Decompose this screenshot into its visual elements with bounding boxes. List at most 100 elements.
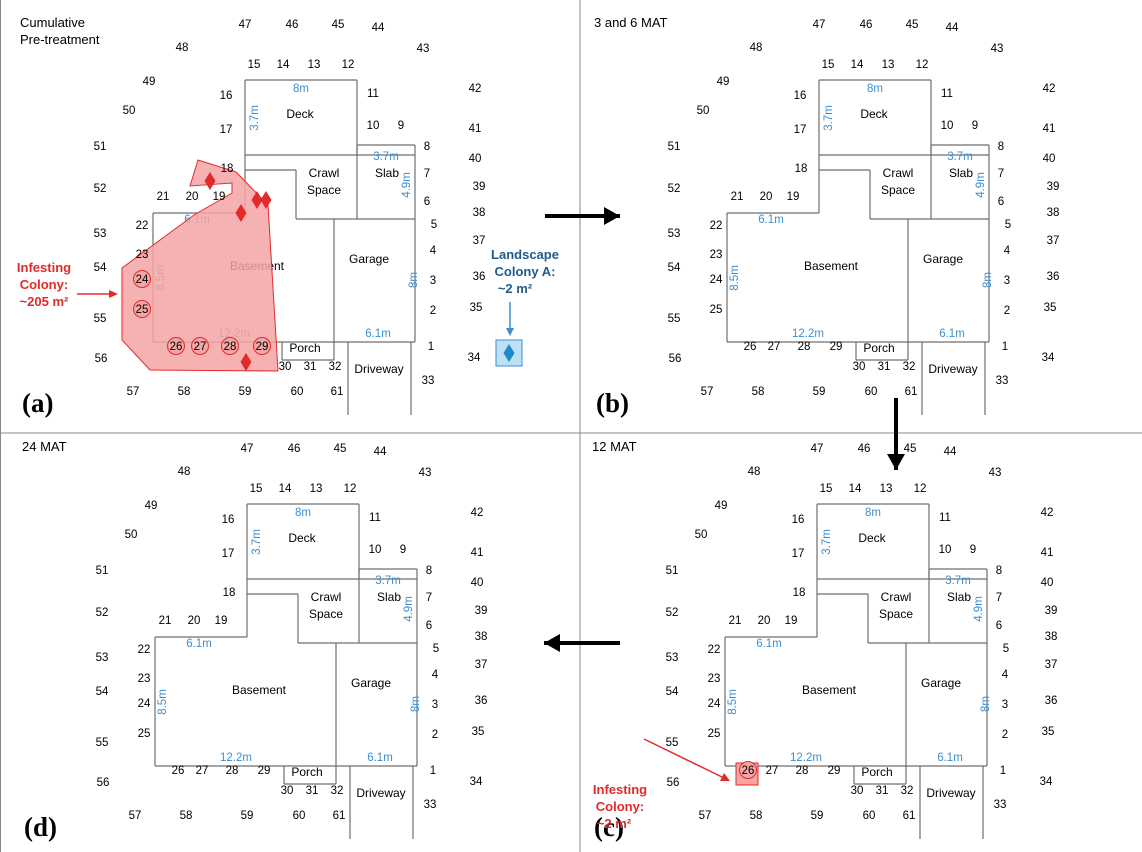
dimension-slab-width: 3.7m <box>373 151 399 163</box>
station-number: 52 <box>94 183 107 195</box>
station-number: 19 <box>213 191 226 203</box>
station-number: 53 <box>666 652 679 664</box>
dimension-garage-side: 8m <box>980 696 992 712</box>
station-number: 37 <box>1047 235 1060 247</box>
station-number: 41 <box>1043 123 1056 135</box>
station-number: 26 <box>170 341 183 353</box>
station-number: 47 <box>811 443 824 455</box>
detection-station-circle <box>133 270 151 288</box>
station-number: 29 <box>258 765 271 777</box>
station-number: 43 <box>989 467 1002 479</box>
station-number: 44 <box>374 446 387 458</box>
station-number: 58 <box>750 810 763 822</box>
station-number: 37 <box>473 235 486 247</box>
station-number: 33 <box>996 375 1009 387</box>
station-number: 42 <box>469 83 482 95</box>
station-number: 27 <box>194 341 207 353</box>
station-number: 22 <box>708 644 721 656</box>
station-number: 21 <box>159 615 172 627</box>
station-number: 46 <box>860 19 873 31</box>
dimension-slab-height: 4.9m <box>973 596 985 622</box>
station-number: 1 <box>1002 341 1008 353</box>
station-number: 61 <box>903 810 916 822</box>
station-number: 19 <box>787 191 800 203</box>
dimension-basement-side: 8.5m <box>727 689 739 715</box>
station-number: 38 <box>1045 631 1058 643</box>
red-arrow-icon <box>643 738 723 778</box>
station-number: 12 <box>914 483 927 495</box>
annotation-landscape-colony: Landscape <box>491 247 559 262</box>
station-number: 16 <box>794 90 807 102</box>
room-label-deck: Deck <box>286 107 314 121</box>
station-number: 23 <box>136 249 149 261</box>
overlays-group <box>544 207 905 652</box>
annotation-infesting-colony-a: Colony: <box>20 277 68 292</box>
panel-title-a: Pre-treatment <box>20 32 100 47</box>
dimension-garage-bottom: 6.1m <box>367 752 393 764</box>
dimension-slab-width: 3.7m <box>945 575 971 587</box>
station-number: 22 <box>710 220 723 232</box>
panel-tag-d: (d) <box>24 812 57 842</box>
dimension-garage-side: 8m <box>410 696 422 712</box>
room-label-porch: Porch <box>861 765 892 779</box>
station-number: 20 <box>186 191 199 203</box>
station-number: 6 <box>996 620 1002 632</box>
detection-station-circle <box>191 337 209 355</box>
station-number: 39 <box>475 605 488 617</box>
station-number: 55 <box>94 313 107 325</box>
annotation-landscape-colony: Colony A: <box>495 264 556 279</box>
station-number: 48 <box>178 466 191 478</box>
station-number: 8 <box>426 565 432 577</box>
station-number: 31 <box>306 785 319 797</box>
station-number: 30 <box>281 785 294 797</box>
room-label-garage: Garage <box>921 676 961 690</box>
room-label-garage: Garage <box>351 676 391 690</box>
station-number: 6 <box>998 196 1004 208</box>
station-number: 13 <box>880 483 893 495</box>
station-number: 47 <box>241 443 254 455</box>
room-label-crawl-space: Crawl <box>883 166 914 180</box>
station-number: 19 <box>215 615 228 627</box>
station-number: 11 <box>941 88 953 100</box>
station-number: 31 <box>878 361 891 373</box>
station-number: 24 <box>710 274 723 286</box>
station-number: 24 <box>708 698 721 710</box>
station-number: 14 <box>277 59 290 71</box>
station-number: 20 <box>188 615 201 627</box>
station-number: 61 <box>331 386 344 398</box>
station-number: 30 <box>279 361 292 373</box>
station-number: 3 <box>432 699 438 711</box>
annotation-infesting-colony-c: Infesting <box>593 782 647 797</box>
station-number: 24 <box>138 698 151 710</box>
dimension-deck-width: 8m <box>867 83 883 95</box>
station-number: 44 <box>946 22 959 34</box>
annotation-landscape-colony: ~2 m² <box>498 281 533 296</box>
blue-arrowhead-icon <box>506 328 514 336</box>
station-number: 55 <box>668 313 681 325</box>
station-number: 56 <box>95 353 108 365</box>
station-number: 36 <box>475 695 488 707</box>
dimension-deck-height: 3.7m <box>251 529 263 555</box>
station-number: 15 <box>248 59 261 71</box>
station-number: 23 <box>708 673 721 685</box>
station-number: 2 <box>1004 305 1010 317</box>
station-number: 34 <box>1042 352 1055 364</box>
station-number: 16 <box>222 514 235 526</box>
station-number: 6 <box>424 196 430 208</box>
room-label-crawl-space: Space <box>307 183 341 197</box>
room-label-basement: Basement <box>802 683 857 697</box>
station-number: 40 <box>471 577 484 589</box>
station-number: 45 <box>904 443 917 455</box>
red-diamond-icon <box>251 191 263 209</box>
panel-title-a: Cumulative <box>20 15 85 30</box>
station-number: 53 <box>94 228 107 240</box>
station-number: 4 <box>1004 245 1011 257</box>
station-number: 34 <box>1040 776 1053 788</box>
station-number: 5 <box>1005 219 1011 231</box>
annotation-infesting-colony-a: Infesting <box>17 260 71 275</box>
station-number: 52 <box>666 607 679 619</box>
dimension-slab-height: 4.9m <box>401 172 413 198</box>
station-number: 26 <box>742 765 755 777</box>
room-label-crawl-space: Space <box>881 183 915 197</box>
station-number: 59 <box>239 386 252 398</box>
